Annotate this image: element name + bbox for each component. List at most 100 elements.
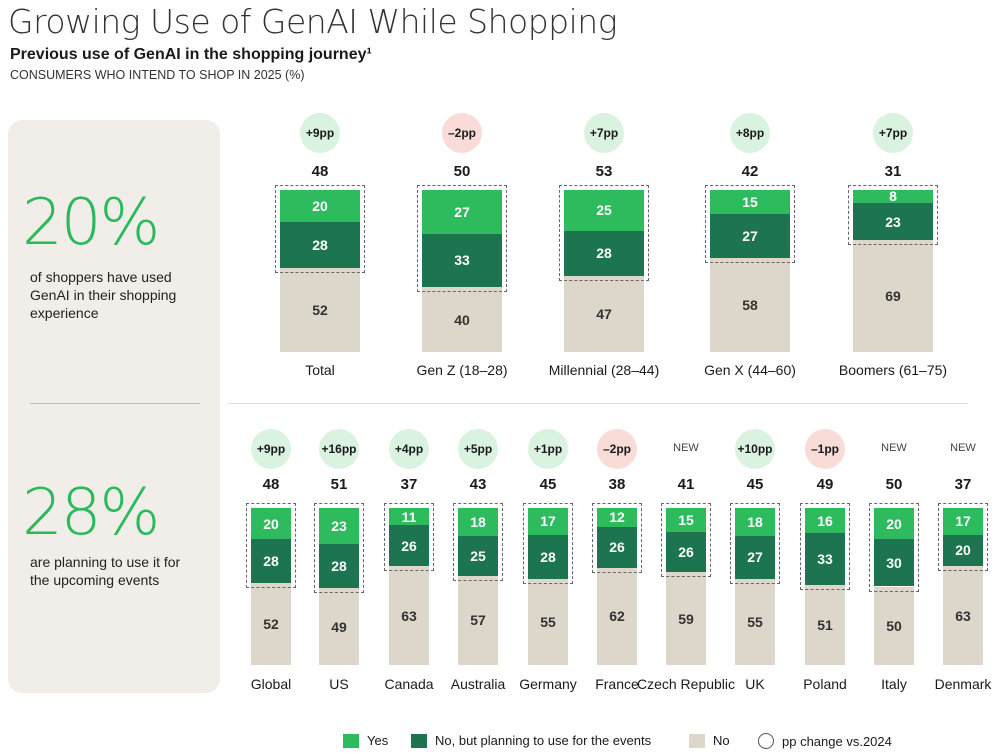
- legend-swatch-planning: [411, 733, 427, 748]
- bar-segment-no: 47: [564, 275, 644, 352]
- bar-total-label: 41: [677, 476, 695, 493]
- category-label: France: [595, 676, 639, 692]
- bar-used-or-planning-outline: [417, 185, 507, 293]
- bar-total-label: 38: [608, 476, 626, 493]
- bar-segment-planning: 28: [564, 230, 644, 276]
- bar-segment-yes: 17: [943, 508, 983, 535]
- bar-used-or-planning-outline: [246, 503, 296, 589]
- pp-change-badge: –2pp: [442, 113, 482, 153]
- category-label: Canada: [384, 676, 434, 692]
- pp-change-new: NEW: [881, 442, 907, 454]
- bar-segment-planning: 28: [528, 534, 568, 579]
- legend-yes: Yes: [343, 733, 388, 748]
- legend-label: pp change vs.2024: [782, 733, 892, 749]
- bar-segment-no: 52: [280, 267, 360, 352]
- pp-change-badge: –2pp: [597, 429, 637, 469]
- bar-segment-planning: 26: [389, 525, 429, 567]
- pp-change-badge: +5pp: [458, 429, 498, 469]
- bar-segment-planning: 23: [853, 202, 933, 241]
- category-label: UK: [745, 676, 765, 692]
- bar-segment-planning: 25: [458, 536, 498, 576]
- legend-label: No, but planning to use for the events: [435, 733, 652, 748]
- bar-total-label: 37: [400, 476, 418, 493]
- bar-segment-planning: 33: [805, 533, 845, 585]
- bar-segment-yes: 8: [853, 188, 933, 204]
- bar-used-or-planning-outline: [384, 503, 434, 572]
- bar-used-or-planning-outline: [938, 503, 988, 572]
- bar-segment-no: 40: [422, 287, 502, 352]
- bar-total-label: 31: [884, 163, 902, 180]
- bar-segment-planning: 27: [735, 536, 775, 579]
- bar-segment-planning: 30: [874, 539, 914, 587]
- bar-segment-yes: 27: [422, 190, 502, 234]
- bar-total-label: 48: [262, 476, 280, 493]
- bar-segment-no: 59: [666, 572, 706, 665]
- bar-segment-no: 63: [943, 566, 983, 665]
- bar-segment-planning: 27: [710, 214, 790, 259]
- bar-used-or-planning-outline: [730, 503, 780, 584]
- bar-used-or-planning-outline: [661, 503, 711, 578]
- category-label: Global: [250, 676, 292, 692]
- category-label: Boomers (61–75): [838, 362, 948, 378]
- category-label: US: [329, 676, 349, 692]
- bar-segment-yes: 23: [319, 508, 359, 545]
- summary-panel: [8, 120, 220, 693]
- bar-segment-planning: 20: [943, 534, 983, 567]
- bar-segment-no: 57: [458, 575, 498, 665]
- bar-segment-planning: 28: [251, 539, 291, 584]
- bar-segment-no: 55: [735, 578, 775, 665]
- pp-circle-icon: [758, 733, 774, 749]
- category-label: Gen X (44–60): [704, 362, 796, 378]
- bar-used-or-planning-outline: [848, 185, 938, 246]
- bar-total-label: 51: [330, 476, 348, 493]
- stat-planning-caption: are planning to use it for the upcoming …: [30, 554, 181, 588]
- bar-segment-yes: 15: [666, 508, 706, 532]
- chart-unit: CONSUMERS WHO INTEND TO SHOP IN 2025 (%): [10, 68, 305, 82]
- bar-total-label: 50: [885, 476, 903, 493]
- pp-change-badge: +16pp: [319, 429, 359, 469]
- stat-planning: 28%: [22, 476, 160, 550]
- bar-segment-yes: 20: [280, 190, 360, 223]
- bar-used-or-planning-outline: [453, 503, 503, 581]
- bar-segment-yes: 25: [564, 190, 644, 231]
- legend-swatch-no: [689, 733, 705, 748]
- bar-segment-no: 58: [710, 258, 790, 352]
- category-label: Czech Republic: [636, 676, 736, 692]
- bar-total-label: 50: [453, 163, 471, 180]
- bar-used-or-planning-outline: [523, 503, 573, 584]
- pp-change-badge: –1pp: [805, 429, 845, 469]
- category-label: Italy: [881, 676, 907, 692]
- category-label: Total: [305, 362, 335, 378]
- pp-change-badge: +8pp: [730, 113, 770, 153]
- bar-segment-no: 49: [319, 588, 359, 665]
- pp-change-badge: +10pp: [735, 429, 775, 469]
- category-label: Australia: [450, 676, 506, 692]
- pp-change-badge: +1pp: [528, 429, 568, 469]
- bar-segment-yes: 18: [458, 508, 498, 537]
- bar-segment-no: 69: [853, 240, 933, 352]
- pp-change-badge: +4pp: [389, 429, 429, 469]
- bar-used-or-planning-outline: [275, 185, 365, 273]
- bar-used-or-planning-outline: [314, 503, 364, 594]
- pp-change-badge: +9pp: [300, 113, 340, 153]
- stat-used: 20%: [22, 186, 160, 260]
- bar-segment-planning: 28: [319, 544, 359, 589]
- bar-segment-planning: 26: [597, 526, 637, 568]
- chart-subtitle: Previous use of GenAI in the shopping jo…: [10, 46, 372, 63]
- bar-total-label: 45: [746, 476, 764, 493]
- bar-used-or-planning-outline: [800, 503, 850, 590]
- bar-used-or-planning-outline: [559, 185, 649, 281]
- bar-segment-no: 62: [597, 567, 637, 665]
- pp-change-badge: +7pp: [873, 113, 913, 153]
- bar-segment-yes: 20: [251, 508, 291, 540]
- bar-total-label: 53: [595, 163, 613, 180]
- bar-used-or-planning-outline: [869, 503, 919, 592]
- stat-used-caption: of shoppers have used GenAI in their sho…: [30, 269, 177, 321]
- section-divider: [228, 403, 968, 404]
- bar-segment-no: 51: [805, 584, 845, 665]
- bar-used-or-planning-outline: [705, 185, 795, 264]
- pp-change-new: NEW: [950, 442, 976, 454]
- bar-segment-yes: 12: [597, 508, 637, 527]
- bar-total-label: 49: [816, 476, 834, 493]
- legend-label: No: [713, 733, 730, 748]
